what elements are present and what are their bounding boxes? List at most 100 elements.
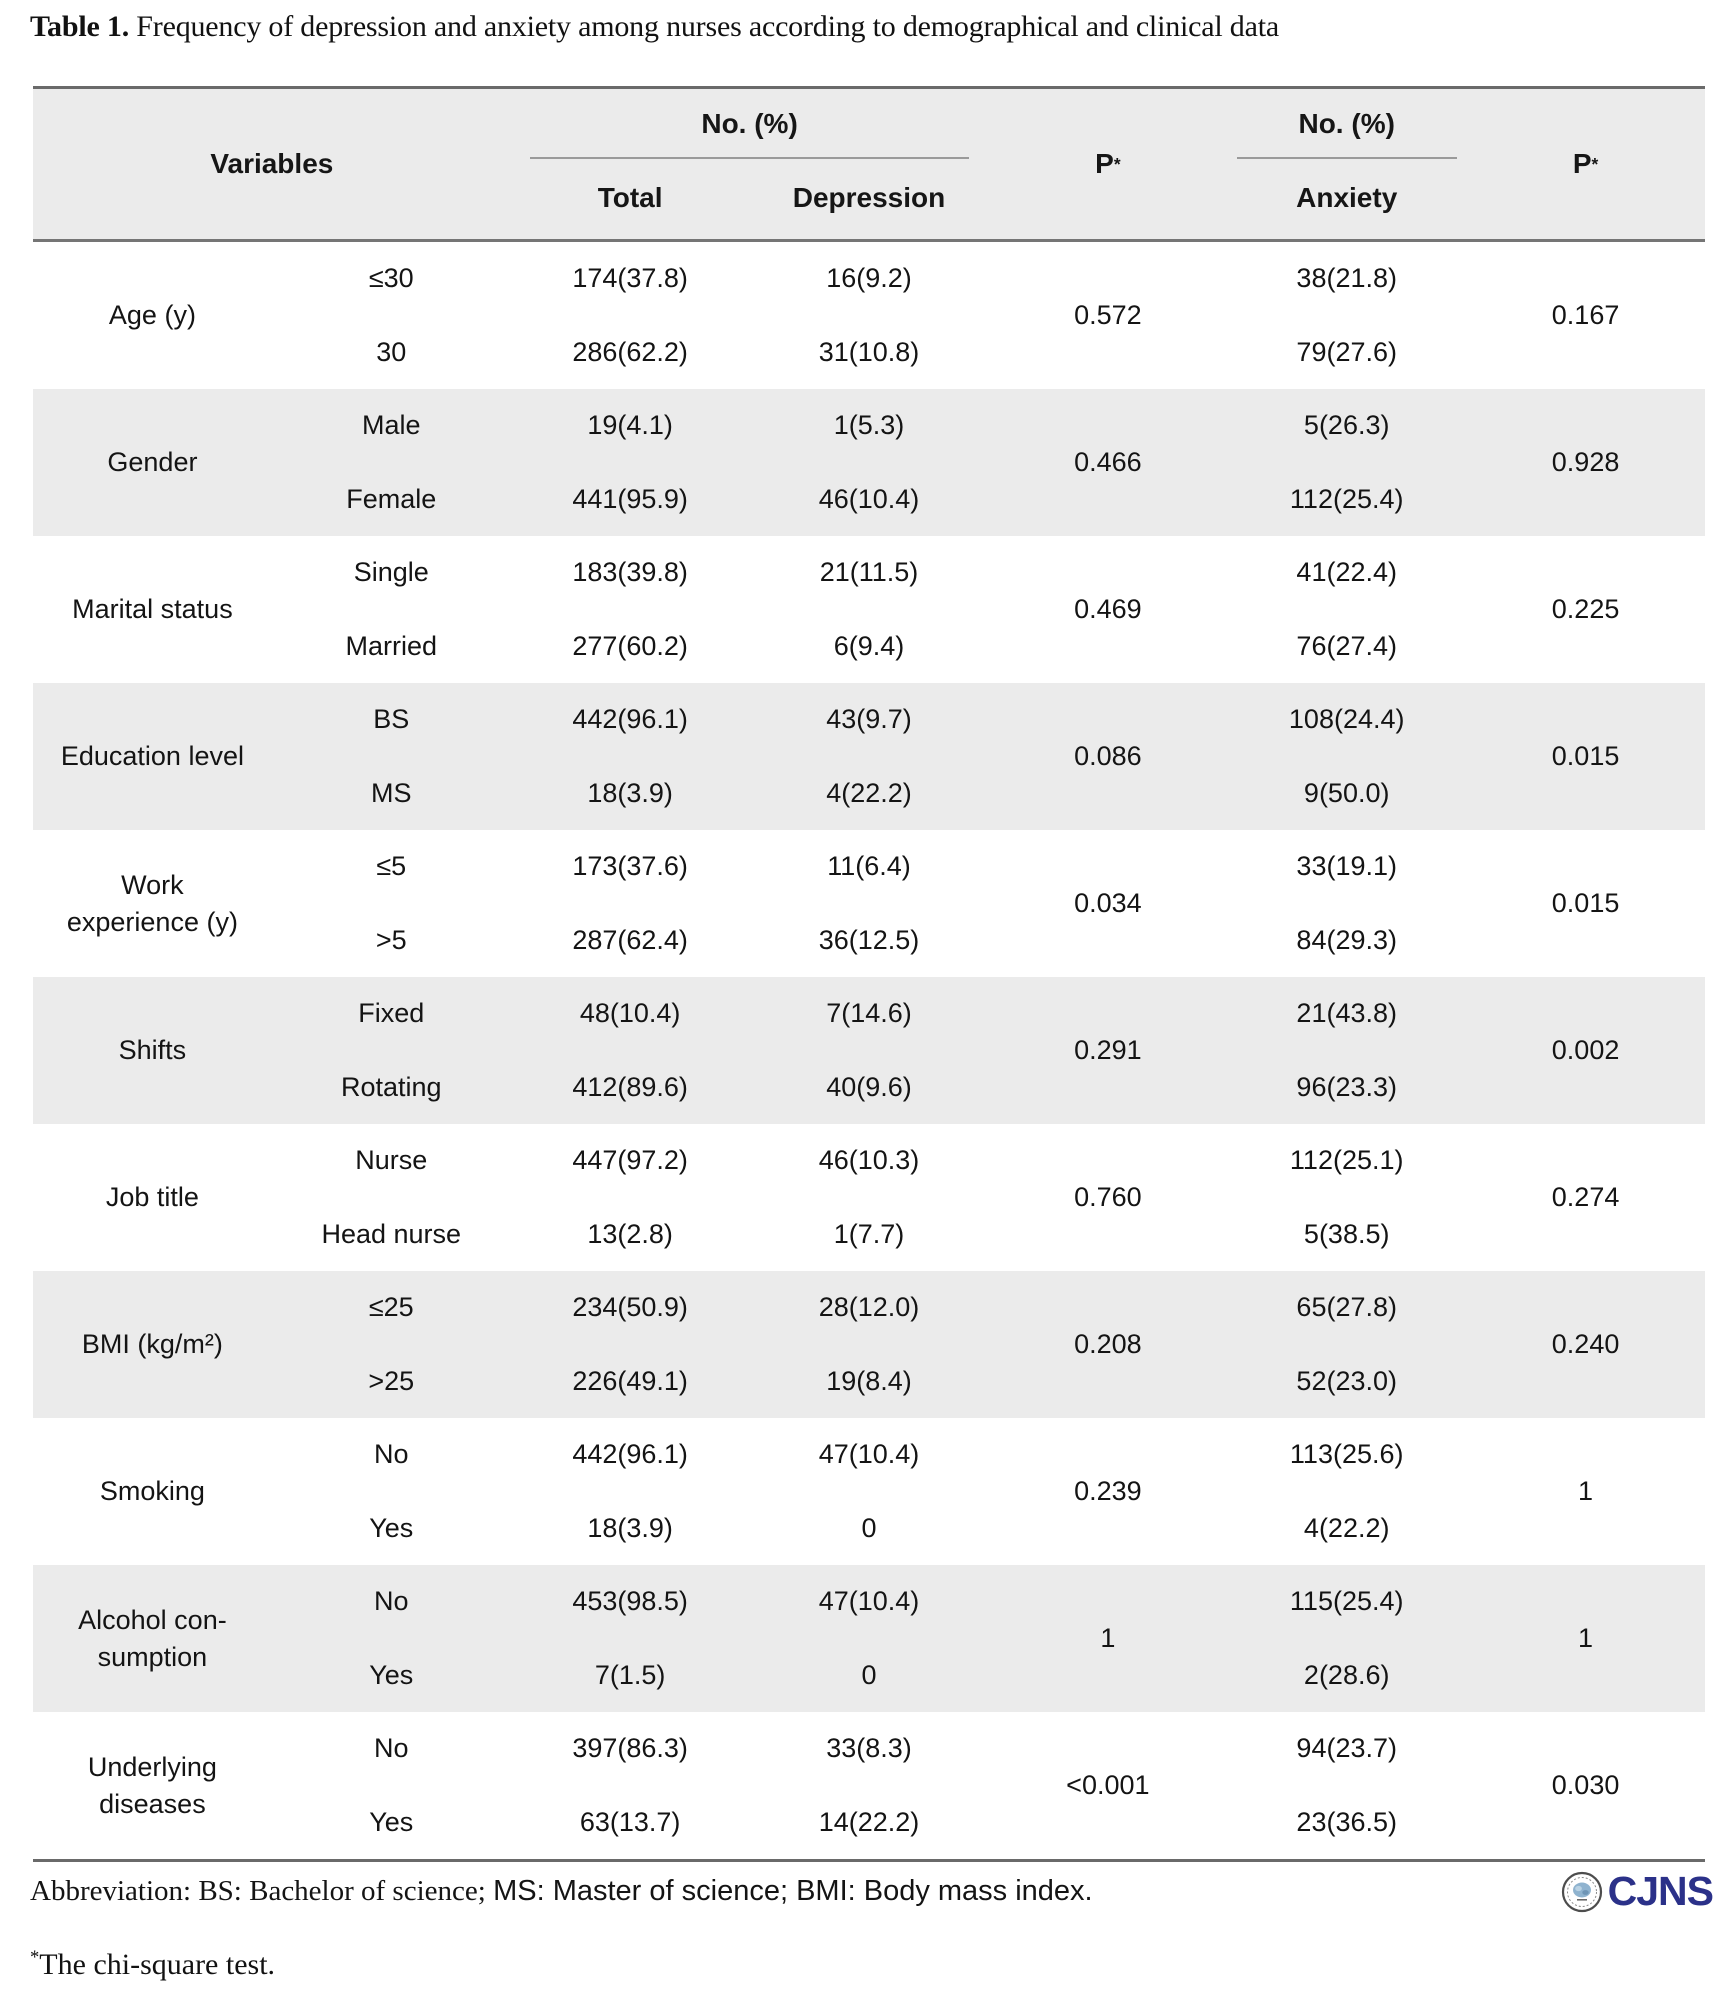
row-depression-value: 19(8.4) [826,1365,912,1396]
row-category: Fixed Rotating [272,977,511,1124]
row-category: Single Married [272,536,511,683]
row-depression-value: 16(9.2) [826,263,912,294]
row-category: No Yes [272,1418,511,1565]
row-depression-value: 1(7.7) [833,1218,905,1249]
row-p-depression: 0.086 [1074,741,1142,771]
row-depression-value: 40(9.6) [826,1071,912,1102]
row-total-value: 183(39.8) [572,557,688,588]
row-category-value: BS [373,704,410,735]
header-group-depression: No. (%) Total Depression [511,89,989,239]
row-depression-value: 0 [861,1659,877,1690]
row-category-value: MS [371,777,412,808]
row-depression-value: 47(10.4) [818,1439,920,1470]
header-subrow-depression: Total Depression [511,159,989,237]
row-category-value: No [374,1733,409,1764]
header-p-anxiety: P * [1572,148,1599,179]
row-category-value: ≤25 [368,1292,414,1323]
abbreviation-note-sans: MS: Master of science; BMI: Body mass in… [493,1875,1093,1907]
row-category: BS MS [272,683,511,830]
row-category-value: >5 [375,924,407,955]
row-p-depression: 0.034 [1074,888,1142,918]
abbreviation-note-serif: Abbreviation: BS: Bachelor of science; [30,1875,494,1907]
row-anxiety: 21(43.8) 96(23.3) [1227,977,1466,1124]
row-anxiety: 115(25.4) 2(28.6) [1227,1565,1466,1712]
row-total-value: 7(1.5) [594,1659,666,1690]
row-total: 183(39.8) 277(60.2) [511,536,750,683]
row-p-depression: 0.469 [1074,594,1142,624]
row-anxiety: 65(27.8) 52(23.0) [1227,1271,1466,1418]
row-category-value: Fixed [358,998,425,1029]
row-depression: 11(6.4) 36(12.5) [750,830,989,977]
row-p-anxiety: 0.240 [1551,1329,1620,1359]
row-p-depression: 0.466 [1074,447,1142,477]
row-anxiety-value: 112(25.4) [1289,483,1404,514]
row-variable: Job title [105,1182,199,1213]
row-p-depression: 0.572 [1074,300,1142,330]
row-total-value: 13(2.8) [587,1218,673,1249]
header-p-depression-label: P [1095,148,1114,179]
row-total-value: 287(62.4) [572,924,688,955]
row-anxiety-value: 5(26.3) [1303,410,1390,441]
row-p-anxiety: 0.928 [1551,447,1620,477]
row-anxiety-value: 76(27.4) [1296,630,1397,661]
row-total-value: 441(95.9) [572,483,688,514]
row-total-value: 18(3.9) [587,777,673,808]
row-total: 397(86.3) 63(13.7) [511,1712,750,1859]
table-row: Alcohol con-sumption No Yes 453(98.5) 7(1.5)… [33,1565,1705,1712]
table-row: Job title Nurse Head nurse 447(97.2) 13(2.8)… [33,1124,1705,1271]
row-variable: Education level [60,741,244,772]
row-p-depression: 0.208 [1074,1329,1142,1359]
row-total: 19(4.1) 441(95.9) [511,389,750,536]
row-depression-value: 28(12.0) [818,1292,920,1323]
row-depression: 7(14.6) 40(9.6) [750,977,989,1124]
row-category-value: Single [353,557,429,588]
row-category-value: ≤5 [376,851,407,882]
row-total-value: 453(98.5) [572,1586,688,1617]
row-variable: Age (y) [108,300,196,331]
row-total: 173(37.6) 287(62.4) [511,830,750,977]
row-total-value: 173(37.6) [572,851,688,882]
chi-square-footnote-text: The chi-square test. [39,1948,276,1981]
row-anxiety-value: 79(27.6) [1296,336,1397,367]
table-title: Table 1. Frequency of depression and anx… [30,10,1279,44]
row-variable: Shifts [118,1035,187,1066]
row-category: ≤25 >25 [272,1271,511,1418]
row-anxiety-value: 4(22.2) [1303,1512,1390,1543]
row-total-value: 277(60.2) [572,630,688,661]
abbreviation-note: Abbreviation: BS: Bachelor of science; M… [30,1875,1093,1908]
row-total-value: 19(4.1) [587,410,673,441]
row-p-anxiety: 0.015 [1551,741,1620,771]
row-anxiety-value: 33(19.1) [1296,851,1397,882]
chi-square-footnote: *The chi-square test. [30,1948,275,1982]
row-category: Nurse Head nurse [272,1124,511,1271]
table-row: Shifts Fixed Rotating 48(10.4) 412(89.6) 7(14… [33,977,1705,1124]
row-category-value: Female [346,483,437,514]
row-category-value: Yes [369,1806,414,1837]
row-depression-value: 7(14.6) [826,998,912,1029]
row-depression-value: 11(6.4) [827,851,911,882]
row-depression: 46(10.3) 1(7.7) [750,1124,989,1271]
header-rule-depression [529,157,970,159]
row-anxiety-value: 9(50.0) [1303,777,1390,808]
row-total-value: 442(96.1) [572,1439,688,1470]
row-depression-value: 21(11.5) [819,557,919,588]
row-category-value: 30 [376,336,407,367]
header-anxiety: Anxiety [1296,182,1398,213]
header-p-anxiety-label: P [1572,148,1592,179]
row-anxiety: 38(21.8) 79(27.6) [1227,242,1466,389]
row-total-value: 226(49.1) [572,1365,688,1396]
row-depression: 47(10.4) 0 [750,1418,989,1565]
header-no-pct-anxiety: No. (%) [1298,108,1395,139]
row-total-value: 234(50.9) [572,1292,688,1323]
row-p-anxiety: 1 [1578,1623,1594,1653]
row-anxiety-value: 41(22.4) [1296,557,1397,588]
row-anxiety-value: 96(23.3) [1296,1071,1397,1102]
header-total: Total [597,182,663,213]
row-depression: 33(8.3) 14(22.2) [750,1712,989,1859]
journal-seal-icon [1561,1871,1602,1912]
row-category: No Yes [272,1565,511,1712]
row-category-value: Married [345,630,438,661]
row-total-value: 397(86.3) [572,1733,688,1764]
row-p-depression: 0.291 [1074,1035,1142,1065]
table-header: Variables No. (%) Total Depression P * No… [33,89,1705,242]
